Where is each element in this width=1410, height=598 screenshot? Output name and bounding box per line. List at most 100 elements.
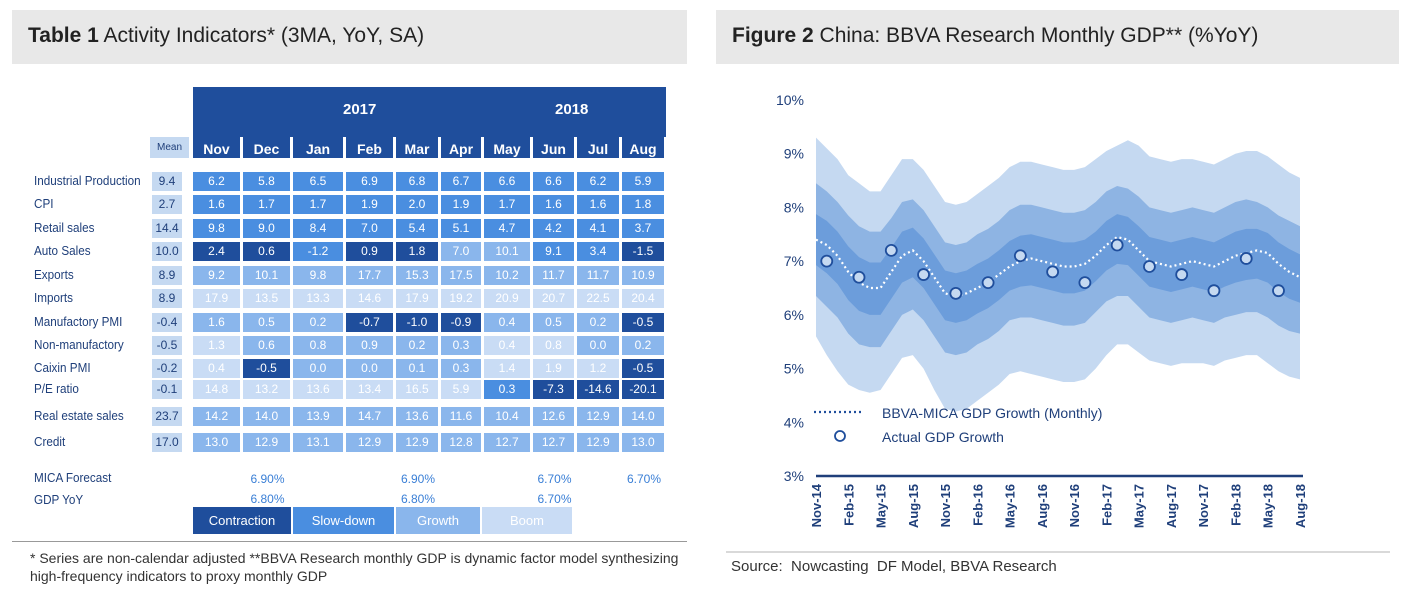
- value-cell: 5.9: [622, 172, 664, 191]
- value-cell: 13.5: [243, 289, 290, 308]
- table-header: Table 1 Activity Indicators* (3MA, YoY, …: [12, 10, 687, 64]
- value-cell: 16.5: [396, 380, 438, 399]
- value-cell: 14.0: [243, 407, 290, 426]
- row-label: Auto Sales: [34, 243, 91, 258]
- value-cell: 9.1: [533, 242, 574, 261]
- x-tick-label: Aug-15: [906, 484, 921, 528]
- value-cell: 9.8: [193, 219, 240, 238]
- value-cell: 12.9: [396, 433, 438, 452]
- value-cell: 10.4: [484, 407, 530, 426]
- value-cell: 20.9: [484, 289, 530, 308]
- y-tick-label: 3%: [784, 468, 804, 484]
- value-cell: 13.6: [396, 407, 438, 426]
- value-cell: 12.7: [533, 433, 574, 452]
- value-cell: 17.7: [346, 266, 393, 285]
- gdp-yoy-value: 6.70%: [537, 492, 572, 506]
- value-cell: -7.3: [533, 380, 574, 399]
- legend-boom: Boom: [482, 507, 572, 534]
- value-cell: 1.3: [193, 336, 240, 355]
- value-cell: 6.2: [193, 172, 240, 191]
- mean-cell: 14.4: [152, 219, 182, 238]
- value-cell: 11.7: [533, 266, 574, 285]
- value-cell: 13.9: [293, 407, 343, 426]
- value-cell: 0.0: [293, 359, 343, 378]
- value-cell: 10.9: [622, 266, 664, 285]
- legend-contraction: Contraction: [193, 507, 291, 534]
- actual-gdp-marker: [1175, 268, 1189, 281]
- value-cell: 0.3: [441, 336, 481, 355]
- actual-gdp-marker: [1013, 249, 1027, 263]
- gdp-yoy-value: 6.80%: [400, 492, 436, 506]
- value-cell: 17.5: [441, 266, 481, 285]
- mean-cell: -0.4: [152, 313, 182, 332]
- mean-cell: -0.2: [152, 359, 182, 378]
- value-cell: 14.0: [622, 407, 664, 426]
- value-cell: 17.9: [396, 289, 438, 308]
- row-label: Credit: [34, 434, 66, 449]
- value-cell: 13.2: [243, 380, 290, 399]
- figure-header: Figure 2 China: BBVA Research Monthly GD…: [716, 10, 1399, 64]
- value-cell: 1.4: [484, 359, 530, 378]
- value-cell: 17.9: [193, 289, 240, 308]
- value-cell: 20.7: [533, 289, 574, 308]
- y-tick-label: 4%: [784, 414, 804, 430]
- gdp-chart-svg: 3% 4% 5% 6% 7% 8% 9% 10% Nov-14 Feb-15 May-15 Aug-1…: [776, 92, 1308, 528]
- value-cell: 14.8: [193, 380, 240, 399]
- value-cell: 1.6: [577, 195, 619, 214]
- x-tick-label: Aug-18: [1293, 484, 1308, 528]
- gdp-yoy-label: GDP YoY: [34, 492, 84, 507]
- y-tick-label: 7%: [784, 253, 804, 269]
- value-cell: 1.2: [577, 359, 619, 378]
- value-cell: 1.7: [484, 195, 530, 214]
- value-cell: -0.9: [441, 313, 481, 332]
- month-header: Jun: [533, 137, 574, 158]
- actual-gdp-marker: [1272, 284, 1285, 298]
- row-label: P/E ratio: [34, 381, 79, 396]
- y-tick-label: 6%: [784, 307, 804, 323]
- value-cell: 0.9: [346, 242, 393, 261]
- value-cell: 0.0: [346, 359, 393, 378]
- value-cell: 6.6: [533, 172, 574, 191]
- value-cell: 1.6: [533, 195, 574, 214]
- actual-gdp-marker: [1110, 238, 1124, 252]
- y-tick-label: 8%: [784, 199, 804, 215]
- value-cell: 10.1: [243, 266, 290, 285]
- value-cell: 11.7: [577, 266, 619, 285]
- actual-gdp-marker: [884, 243, 898, 257]
- value-cell: 15.3: [396, 266, 438, 285]
- month-header: Dec: [243, 137, 290, 158]
- value-cell: 22.5: [577, 289, 619, 308]
- value-cell: 0.4: [484, 336, 530, 355]
- table-footnote: * Series are non-calendar adjusted **BBV…: [30, 550, 679, 584]
- value-cell: 0.3: [484, 380, 530, 399]
- legend-growth: Growth: [396, 507, 480, 534]
- value-cell: 13.3: [293, 289, 343, 308]
- actual-gdp-marker: [917, 268, 930, 281]
- value-cell: 10.2: [484, 266, 530, 285]
- value-cell: 11.6: [441, 407, 481, 426]
- value-cell: 14.2: [193, 407, 240, 426]
- value-cell: 9.8: [293, 266, 343, 285]
- value-cell: 7.0: [346, 219, 393, 238]
- mica-gdp-line: [815, 235, 1301, 298]
- value-cell: 1.9: [441, 195, 481, 214]
- mean-cell: -0.5: [152, 336, 182, 355]
- mean-header: Mean: [150, 137, 189, 158]
- month-header: Jul: [577, 137, 619, 158]
- value-cell: 13.6: [293, 380, 343, 399]
- table-title-rest: Activity Indicators* (3MA, YoY, SA): [98, 24, 425, 47]
- value-cell: 0.8: [293, 336, 343, 355]
- x-tick-label: Feb-18: [1228, 484, 1243, 526]
- value-cell: 1.6: [193, 195, 240, 214]
- actual-gdp-marker: [981, 276, 995, 290]
- row-label: Retail sales: [34, 220, 95, 235]
- value-cell: -1.2: [293, 242, 343, 261]
- x-tick-label: May-18: [1261, 484, 1276, 528]
- row-label: Imports: [34, 290, 74, 305]
- value-cell: 9.2: [193, 266, 240, 285]
- x-tick-label: Feb-15: [841, 484, 856, 526]
- x-tick-label: Nov-16: [1067, 484, 1082, 527]
- x-tick-label: Nov-14: [809, 483, 824, 527]
- value-cell: 0.6: [243, 242, 290, 261]
- actual-gdp-marker: [1207, 284, 1221, 298]
